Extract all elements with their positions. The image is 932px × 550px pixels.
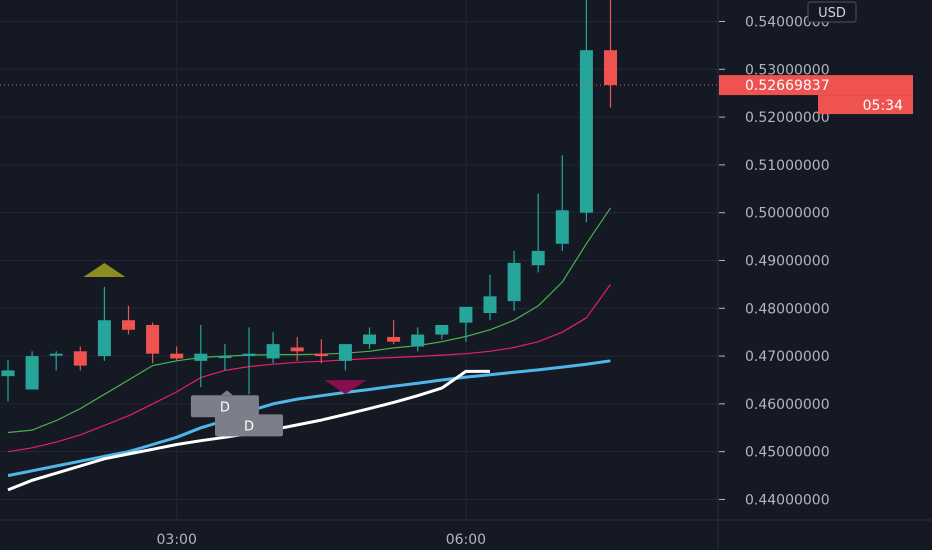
- candle-body: [604, 50, 617, 86]
- price-tick-label: 0.50000000: [745, 206, 830, 222]
- candle-body: [97, 320, 111, 357]
- signal-label-pointer: [220, 390, 233, 396]
- candle-body: [242, 353, 256, 357]
- candle-body: [218, 356, 232, 359]
- candle: [579, 0, 593, 223]
- candle-body: [25, 356, 39, 390]
- candle-body: [387, 336, 401, 342]
- price-tick-label: 0.52000000: [745, 110, 830, 126]
- candle-body: [531, 250, 545, 266]
- candle-body: [146, 325, 160, 354]
- candle-body: [338, 344, 352, 361]
- candle-body: [363, 334, 376, 345]
- candle: [1, 359, 15, 402]
- candles: [1, 0, 617, 402]
- candle-body: [49, 353, 63, 356]
- candle: [242, 327, 256, 395]
- price-tick-label: 0.45000000: [745, 445, 830, 461]
- price-tick-label: 0.53000000: [745, 62, 830, 78]
- candle: [290, 336, 304, 361]
- candle-body: [266, 344, 280, 359]
- candle: [49, 351, 63, 371]
- current-price-box: [719, 75, 913, 96]
- candle-body: [73, 351, 87, 366]
- candle: [170, 346, 184, 361]
- current-price-tag: 0.52669837 05:34: [0, 75, 913, 115]
- candle: [411, 327, 425, 352]
- grid: [0, 0, 718, 520]
- time-tick-label: 06:00: [446, 532, 486, 548]
- candle-body: [459, 306, 473, 323]
- candle-body: [483, 296, 497, 314]
- candle: [483, 274, 497, 321]
- countdown-label: 05:34: [863, 98, 903, 114]
- signal-label-box: [215, 414, 283, 437]
- candle-body: [170, 353, 184, 359]
- signal-label: D: [215, 409, 283, 437]
- currency-badge[interactable]: USD: [807, 1, 857, 23]
- price-tick-label: 0.44000000: [745, 492, 830, 508]
- candle: [435, 325, 449, 340]
- candle-body: [555, 210, 569, 244]
- candle-body: [122, 320, 135, 330]
- candle: [531, 193, 545, 273]
- price-tick-label: 0.46000000: [745, 397, 830, 413]
- candle: [387, 320, 401, 345]
- currency-badge-box: [807, 1, 857, 23]
- candle: [97, 286, 111, 361]
- candle-body: [411, 334, 425, 347]
- candle-body: [435, 325, 449, 335]
- currency-badge-label: USD: [818, 6, 846, 21]
- sell-signal-triangle: [324, 380, 367, 395]
- candle-body: [507, 262, 521, 302]
- candle: [146, 322, 160, 364]
- candle-body: [194, 353, 208, 361]
- signal-markers: DD: [83, 263, 367, 437]
- series-line: [7, 359, 611, 478]
- countdown-box: [818, 95, 913, 115]
- series-line: [7, 207, 611, 434]
- price-tick-label: 0.49000000: [745, 253, 830, 269]
- candle: [314, 339, 328, 364]
- signal-label-text: D: [220, 400, 230, 415]
- price-tick-label: 0.47000000: [745, 349, 830, 365]
- candle: [507, 250, 521, 311]
- candle: [363, 327, 376, 349]
- candle-body: [290, 347, 304, 352]
- signal-label-pointer: [245, 409, 257, 415]
- candle-body: [1, 370, 15, 377]
- candle: [73, 346, 87, 371]
- candle: [266, 332, 280, 364]
- candle-body: [314, 353, 328, 357]
- current-price-label: 0.52669837: [745, 78, 830, 94]
- candle: [194, 325, 208, 388]
- candle: [604, 0, 617, 108]
- series-line: [7, 284, 611, 453]
- signal-label-box: [190, 395, 259, 418]
- signal-label-text: D: [244, 419, 254, 434]
- candle: [338, 344, 352, 371]
- price-axis: 0.540000000.530000000.520000000.51000000…: [719, 15, 830, 508]
- candle: [459, 306, 473, 342]
- candle: [25, 351, 39, 390]
- candle: [555, 155, 569, 251]
- price-tick-label: 0.51000000: [745, 158, 830, 174]
- buy-signal-triangle: [83, 263, 126, 278]
- candle-body: [579, 50, 593, 213]
- time-axis[interactable]: 03:00 06:00: [157, 532, 487, 548]
- time-tick-label: 03:00: [157, 532, 197, 548]
- signal-label: D: [190, 390, 259, 418]
- candle: [218, 344, 232, 371]
- candle: [122, 305, 135, 335]
- price-tick-label: 0.48000000: [745, 301, 830, 317]
